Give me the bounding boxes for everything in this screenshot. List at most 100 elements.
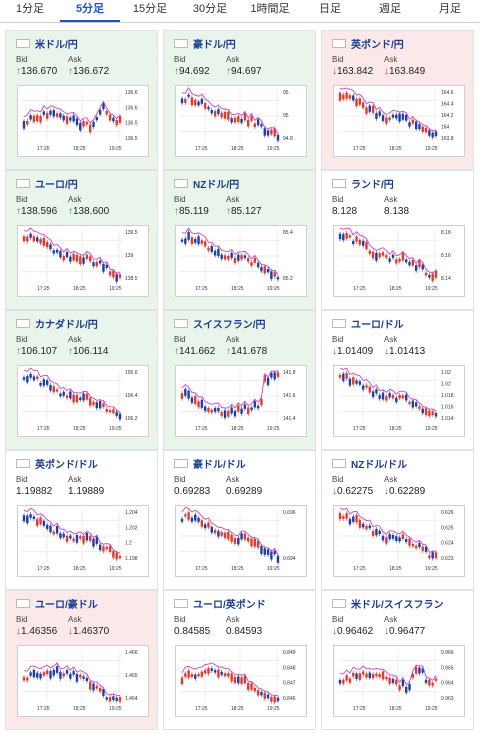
rate-card[interactable]: 米ドル/スイスフラン Bid Ask ↓0.96462 ↓0.96477 0.9… <box>321 590 474 730</box>
bid-arrow-icon: ↓ <box>332 66 337 77</box>
tab-4[interactable]: 1時間足 <box>250 3 290 15</box>
bid-value: ↑141.662 <box>174 346 216 357</box>
mini-chart[interactable]: 1.02 1.02 1.018 1.016 1.014 17:25 18:25 19:25 <box>333 365 465 437</box>
pair-title: 米ドル/円 <box>16 36 78 51</box>
rate-card[interactable]: ユーロ/ドル Bid Ask ↓1.01409 ↓1.01413 1.02 1.0… <box>321 310 474 450</box>
bid-value: ↓163.842 <box>332 66 374 77</box>
pair-name[interactable]: 米ドル/円 <box>35 39 78 51</box>
rate-card[interactable]: ユーロ/円 Bid Ask ↑138.596 ↑138.600 139.5 139… <box>5 170 158 310</box>
chart-svg: 136.6 136.6 136.5 136.5 17:25 18:25 19:25 <box>22 90 138 152</box>
rate-card[interactable]: NZドル/円 Bid Ask ↑85.119 ↑85.127 85.4 85.2 1… <box>163 170 316 310</box>
mini-chart[interactable]: 136.6 136.6 136.5 136.5 17:25 18:25 19:25 <box>17 85 149 157</box>
mini-chart[interactable]: 95 95 94.8 17:25 18:25 19:25 <box>175 85 307 157</box>
tab-5[interactable]: 日足 <box>319 3 341 15</box>
bid-label: Bid <box>332 195 344 204</box>
ask-label: Ask <box>226 55 240 64</box>
rate-card[interactable]: 豪ドル/ドル Bid Ask 0.69283 0.69289 0.696 0.69… <box>163 450 316 590</box>
y-tick-label: 8.16 <box>441 253 451 259</box>
bid-label: Bid <box>16 615 28 624</box>
rate-card[interactable]: カナダドル/円 Bid Ask ↑106.107 ↑106.114 106.6 1… <box>5 310 158 450</box>
pair-name[interactable]: スイスフラン/円 <box>193 319 266 331</box>
flag-icon <box>16 458 30 468</box>
mini-chart[interactable]: 164.6 164.4 164.2 164 163.8 17:25 18:25 19:25 <box>333 85 465 157</box>
mini-chart[interactable]: 0.696 0.694 17:25 18:25 19:25 <box>175 505 307 577</box>
pair-name[interactable]: 米ドル/スイスフラン <box>351 599 444 611</box>
ask-label: Ask <box>68 195 82 204</box>
chart-svg: 0.966 0.965 0.964 0.963 17:25 18:25 19:25 <box>338 650 454 712</box>
mini-chart[interactable]: 0.626 0.625 0.624 0.623 17:25 18:25 19:25 <box>333 505 465 577</box>
rate-card[interactable]: 英ポンド/円 Bid Ask ↓163.842 ↓163.849 164.6 16… <box>321 30 474 170</box>
ask-label: Ask <box>226 195 240 204</box>
bid-arrow-icon: ↓ <box>332 486 337 497</box>
y-tick-label: 1.464 <box>125 696 138 702</box>
chart-svg: 0.849 0.848 0.847 0.846 17:25 18:25 19:25 <box>180 650 296 712</box>
bid-arrow-icon: ↑ <box>174 206 179 217</box>
rate-card[interactable]: ランド/円 Bid Ask 8.128 8.138 8.18 8.16 8.14 17… <box>321 170 474 310</box>
pair-title: ランド/円 <box>332 176 394 191</box>
mini-chart[interactable]: 139.5 139 138.5 17:25 18:25 19:25 <box>17 225 149 297</box>
ask-label: Ask <box>68 615 82 624</box>
pair-name[interactable]: ランド/円 <box>351 179 394 191</box>
x-tick-label: 19:25 <box>267 566 280 572</box>
bid-value: ↓0.96462 <box>332 626 374 637</box>
x-tick-label: 18:25 <box>73 706 86 712</box>
tab-0[interactable]: 1分足 <box>15 3 45 15</box>
chart-svg: 1.02 1.02 1.018 1.016 1.014 17:25 18:25 19:25 <box>338 367 454 432</box>
ask-label: Ask <box>226 475 240 484</box>
mini-chart[interactable]: 106.6 106.4 106.2 17:25 18:25 19:25 <box>17 365 149 437</box>
pair-name[interactable]: ユーロ/ドル <box>351 319 404 331</box>
pair-name[interactable]: 豪ドル/ドル <box>193 459 246 471</box>
mini-chart[interactable]: 141.8 141.6 141.4 17:25 18:25 19:25 <box>175 365 307 437</box>
x-tick-label: 18:25 <box>389 286 402 292</box>
y-tick-label: 1.02 <box>441 370 451 376</box>
pair-name[interactable]: ユーロ/豪ドル <box>35 599 98 611</box>
ask-arrow-icon: ↑ <box>68 346 73 357</box>
x-tick-label: 17:25 <box>195 286 208 292</box>
ask-value: ↑136.672 <box>68 66 110 77</box>
bid-arrow-icon: ↑ <box>16 66 21 77</box>
y-tick-label: 85.2 <box>283 276 293 282</box>
x-tick-label: 19:25 <box>109 706 122 712</box>
bid-label: Bid <box>16 475 28 484</box>
pair-name[interactable]: 豪ドル/円 <box>193 39 236 51</box>
y-tick-label: 106.2 <box>125 416 138 422</box>
tab-1[interactable]: 5分足 <box>60 0 120 22</box>
x-tick-label: 19:25 <box>267 146 280 152</box>
x-tick-label: 19:25 <box>425 566 438 572</box>
bid-label: Bid <box>332 55 344 64</box>
x-tick-label: 18:25 <box>231 566 244 572</box>
x-tick-label: 19:25 <box>267 286 280 292</box>
pair-name[interactable]: 英ポンド/円 <box>351 39 404 51</box>
rate-card[interactable]: NZドル/ドル Bid Ask ↓0.62275 ↓0.62289 0.626 0… <box>321 450 474 590</box>
tab-3[interactable]: 30分足 <box>192 3 228 15</box>
bid-value: 1.19882 <box>16 486 53 497</box>
x-tick-label: 19:25 <box>267 426 280 432</box>
tab-6[interactable]: 週足 <box>379 3 401 15</box>
pair-name[interactable]: NZドル/円 <box>193 179 240 191</box>
pair-name[interactable]: NZドル/ドル <box>351 459 408 471</box>
rate-card[interactable]: ユーロ/豪ドル Bid Ask ↓1.46356 ↓1.46370 1.466 1… <box>5 590 158 730</box>
rate-card[interactable]: 英ポンド/ドル Bid Ask 1.19882 1.19889 1.204 1.2… <box>5 450 158 590</box>
mini-chart[interactable]: 85.4 85.2 17:25 18:25 19:25 <box>175 225 307 297</box>
ask-value: ↓0.62289 <box>384 486 426 497</box>
rate-card[interactable]: 豪ドル/円 Bid Ask ↑94.692 ↑94.697 95 95 94.8 17… <box>163 30 316 170</box>
pair-name[interactable]: ユーロ/英ポンド <box>193 599 266 611</box>
pair-name[interactable]: 英ポンド/ドル <box>35 459 98 471</box>
bid-value: 0.69283 <box>174 486 211 497</box>
mini-chart[interactable]: 0.849 0.848 0.847 0.846 17:25 18:25 19:25 <box>175 645 307 717</box>
rate-card[interactable]: 米ドル/円 Bid Ask ↑136.670 ↑136.672 136.6 136… <box>5 30 158 170</box>
mini-chart[interactable]: 1.204 1.202 1.2 1.198 17:25 18:25 19:25 <box>17 505 149 577</box>
ask-arrow-icon: ↑ <box>68 206 73 217</box>
moving-average-line <box>181 227 279 275</box>
pair-name[interactable]: カナダドル/円 <box>35 319 98 331</box>
tab-7[interactable]: 月足 <box>439 3 461 15</box>
y-tick-label: 8.14 <box>441 276 451 282</box>
tab-2[interactable]: 15分足 <box>132 3 168 15</box>
rate-card[interactable]: ユーロ/英ポンド Bid Ask 0.84585 0.84593 0.849 0.… <box>163 590 316 730</box>
y-tick-label: 164.4 <box>441 102 454 108</box>
rate-card[interactable]: スイスフラン/円 Bid Ask ↑141.662 ↑141.678 141.8… <box>163 310 316 450</box>
mini-chart[interactable]: 8.18 8.16 8.14 17:25 18:25 19:25 <box>333 225 465 297</box>
mini-chart[interactable]: 1.466 1.465 1.464 17:25 18:25 19:25 <box>17 645 149 717</box>
pair-name[interactable]: ユーロ/円 <box>35 179 78 191</box>
mini-chart[interactable]: 0.966 0.965 0.964 0.963 17:25 18:25 19:25 <box>333 645 465 717</box>
